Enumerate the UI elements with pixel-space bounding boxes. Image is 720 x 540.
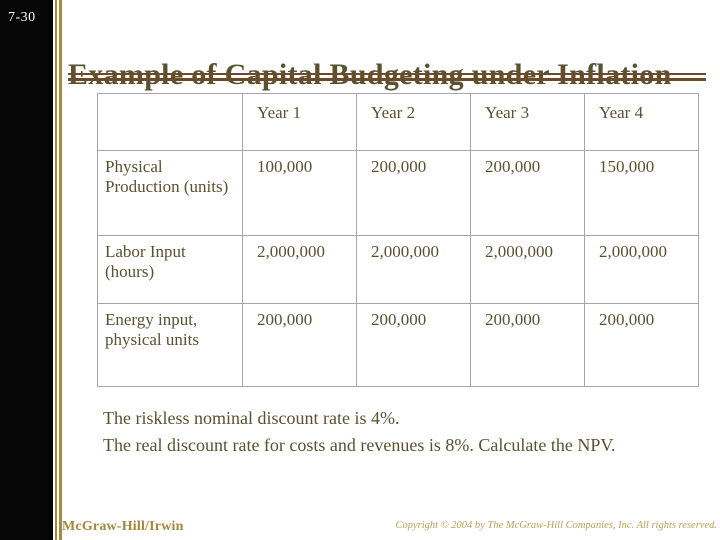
capital-budgeting-table: Year 1 Year 2 Year 3 Year 4 Physical Pro… [97, 93, 699, 387]
column-header-year2: Year 2 [356, 93, 471, 151]
footer-copyright: Copyright © 2004 by The McGraw-Hill Comp… [395, 520, 718, 531]
slide-number: 7-30 [8, 10, 36, 25]
table-cell: 2,000,000 [584, 235, 699, 304]
notes-text-block: The riskless nominal discount rate is 4%… [103, 405, 638, 459]
table-cell: 200,000 [470, 303, 585, 387]
table-header-row: Year 1 Year 2 Year 3 Year 4 [97, 93, 699, 151]
table-corner-cell [97, 93, 243, 151]
table-row-physical-production: Physical Production (units) 100,000 200,… [97, 150, 699, 236]
table-cell: 2,000,000 [470, 235, 585, 304]
note-line-riskless-rate: The riskless nominal discount rate is 4%… [103, 408, 400, 428]
table-cell: 100,000 [242, 150, 357, 236]
table-cell: 200,000 [356, 303, 471, 387]
row-label: Energy input, physical units [97, 303, 243, 387]
table-row-labor-input: Labor Input (hours) 2,000,000 2,000,000 … [97, 235, 699, 304]
sidebar-black-bar: 7-30 [0, 0, 53, 540]
title-underline-rule [68, 73, 706, 81]
table-row-energy-input: Energy input, physical units 200,000 200… [97, 303, 699, 387]
row-label: Labor Input (hours) [97, 235, 243, 304]
column-header-year1: Year 1 [242, 93, 357, 151]
table-cell: 200,000 [470, 150, 585, 236]
vertical-accent-line-thick [59, 0, 62, 540]
table-cell: 150,000 [584, 150, 699, 236]
table-cell: 200,000 [356, 150, 471, 236]
note-line-real-rate: The real discount rate for costs and rev… [103, 435, 616, 455]
column-header-year3: Year 3 [470, 93, 585, 151]
row-label: Physical Production (units) [97, 150, 243, 236]
column-header-year4: Year 4 [584, 93, 699, 151]
vertical-accent-line-thin [55, 0, 57, 540]
table-cell: 200,000 [584, 303, 699, 387]
footer-brand: McGraw-Hill/Irwin [62, 519, 184, 534]
table-cell: 200,000 [242, 303, 357, 387]
table-cell: 2,000,000 [356, 235, 471, 304]
table-cell: 2,000,000 [242, 235, 357, 304]
